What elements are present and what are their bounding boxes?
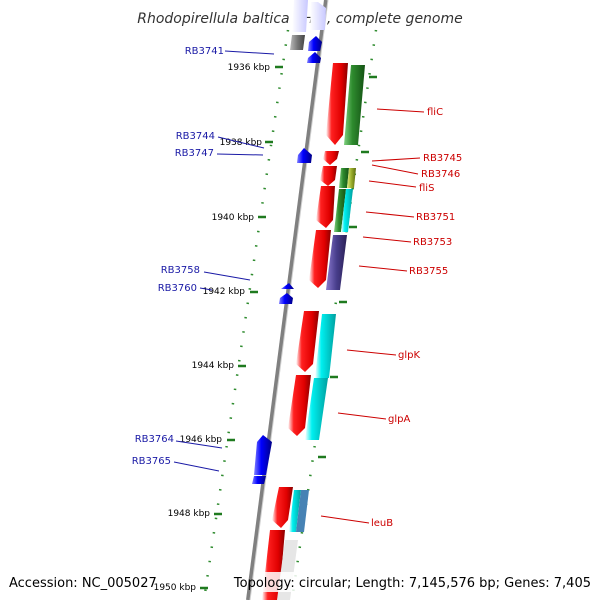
gene-label-leub[interactable]: leuB [371, 518, 393, 529]
flis-feature-yellow[interactable] [347, 168, 356, 188]
gene-arrow[interactable] [307, 52, 321, 63]
gene-label-rb3764[interactable]: RB3764 [135, 434, 174, 445]
glpa-feature[interactable] [305, 378, 328, 440]
gene-arrow[interactable] [308, 36, 322, 51]
gene-label-rb3760[interactable]: RB3760 [158, 283, 197, 294]
topology-text: Topology: circular; Length: 7,145,576 bp… [233, 576, 591, 591]
kbp-label: 1944 kbp [192, 361, 235, 371]
gene-label-rb3751[interactable]: RB3751 [416, 212, 455, 223]
gene-rb3745-cds[interactable] [323, 151, 339, 165]
left-leader-lines [173, 50, 275, 472]
flic-feature[interactable] [344, 65, 365, 145]
accession-text: Accession: NC_005027 [9, 576, 157, 591]
gene-label-flis[interactable]: fliS [419, 183, 434, 194]
reverse-strand-genes [252, 0, 326, 484]
footer-backdrop-right [258, 572, 594, 592]
kbp-label: 1948 kbp [168, 509, 211, 519]
footer-backdrop-left [6, 572, 148, 592]
rb3751-feature-cyan[interactable] [341, 189, 353, 232]
gene-rb3741-block[interactable] [292, 0, 308, 32]
gene-label-rb3747[interactable]: RB3747 [175, 148, 214, 159]
kbp-label: 1946 kbp [180, 435, 223, 445]
gene-glpk-cds[interactable] [296, 311, 319, 372]
gene-label-rb3753[interactable]: RB3753 [413, 237, 452, 248]
gene-flis-cds[interactable] [316, 186, 335, 228]
gene-rb3765-block[interactable] [252, 476, 266, 484]
gene-rb3758-arrow[interactable] [281, 283, 294, 289]
gene-flic-cds[interactable] [326, 63, 348, 145]
kbp-tick-marks [200, 65, 283, 590]
gene-label-flic[interactable]: fliC [427, 107, 443, 118]
gene-glpa-cds[interactable] [288, 375, 311, 436]
kbp-label: 1938 kbp [220, 138, 263, 148]
gene-label-rb3741[interactable]: RB3741 [185, 46, 224, 57]
rb3755-feature[interactable] [326, 235, 347, 290]
glpk-feature[interactable] [315, 314, 336, 378]
gene-rb3746-cds[interactable] [320, 166, 337, 186]
gene-label-rb3758[interactable]: RB3758 [161, 265, 200, 276]
kbp-label: 1936 kbp [228, 63, 271, 73]
gene-arrow[interactable] [310, 2, 326, 30]
gene-rb3764-arrow[interactable] [254, 435, 272, 475]
leub-feature-cyan[interactable] [289, 490, 301, 532]
gene-label-rb3746[interactable]: RB3746 [421, 169, 460, 180]
kbp-label: 1942 kbp [203, 287, 246, 297]
right-leader-lines [320, 108, 425, 524]
feature-blocks [277, 65, 365, 600]
gene-label-rb3744[interactable]: RB3744 [176, 131, 215, 142]
kbp-label: 1940 kbp [212, 213, 255, 223]
gene-rb3744-rb3747-arrow[interactable] [297, 148, 312, 163]
outer-tick-marks [318, 75, 377, 459]
gene-label-rb3765[interactable]: RB3765 [132, 456, 171, 467]
leub-feature-steel[interactable] [296, 490, 309, 532]
gene-block-grey[interactable] [290, 35, 305, 50]
flis-feature-olive[interactable] [339, 168, 349, 188]
gene-label-glpk[interactable]: glpK [398, 350, 420, 361]
gene-label-glpa[interactable]: glpA [388, 414, 410, 425]
gene-rb3753-cds[interactable] [309, 230, 331, 288]
kbp-label: 1950 kbp [154, 583, 197, 593]
gene-label-rb3745[interactable]: RB3745 [423, 153, 462, 164]
rb3751-feature-green[interactable] [334, 189, 346, 232]
gene-leub-cds[interactable] [272, 487, 293, 528]
gene-rb3760-arrow[interactable] [279, 293, 293, 304]
gene-label-rb3755[interactable]: RB3755 [409, 266, 448, 277]
